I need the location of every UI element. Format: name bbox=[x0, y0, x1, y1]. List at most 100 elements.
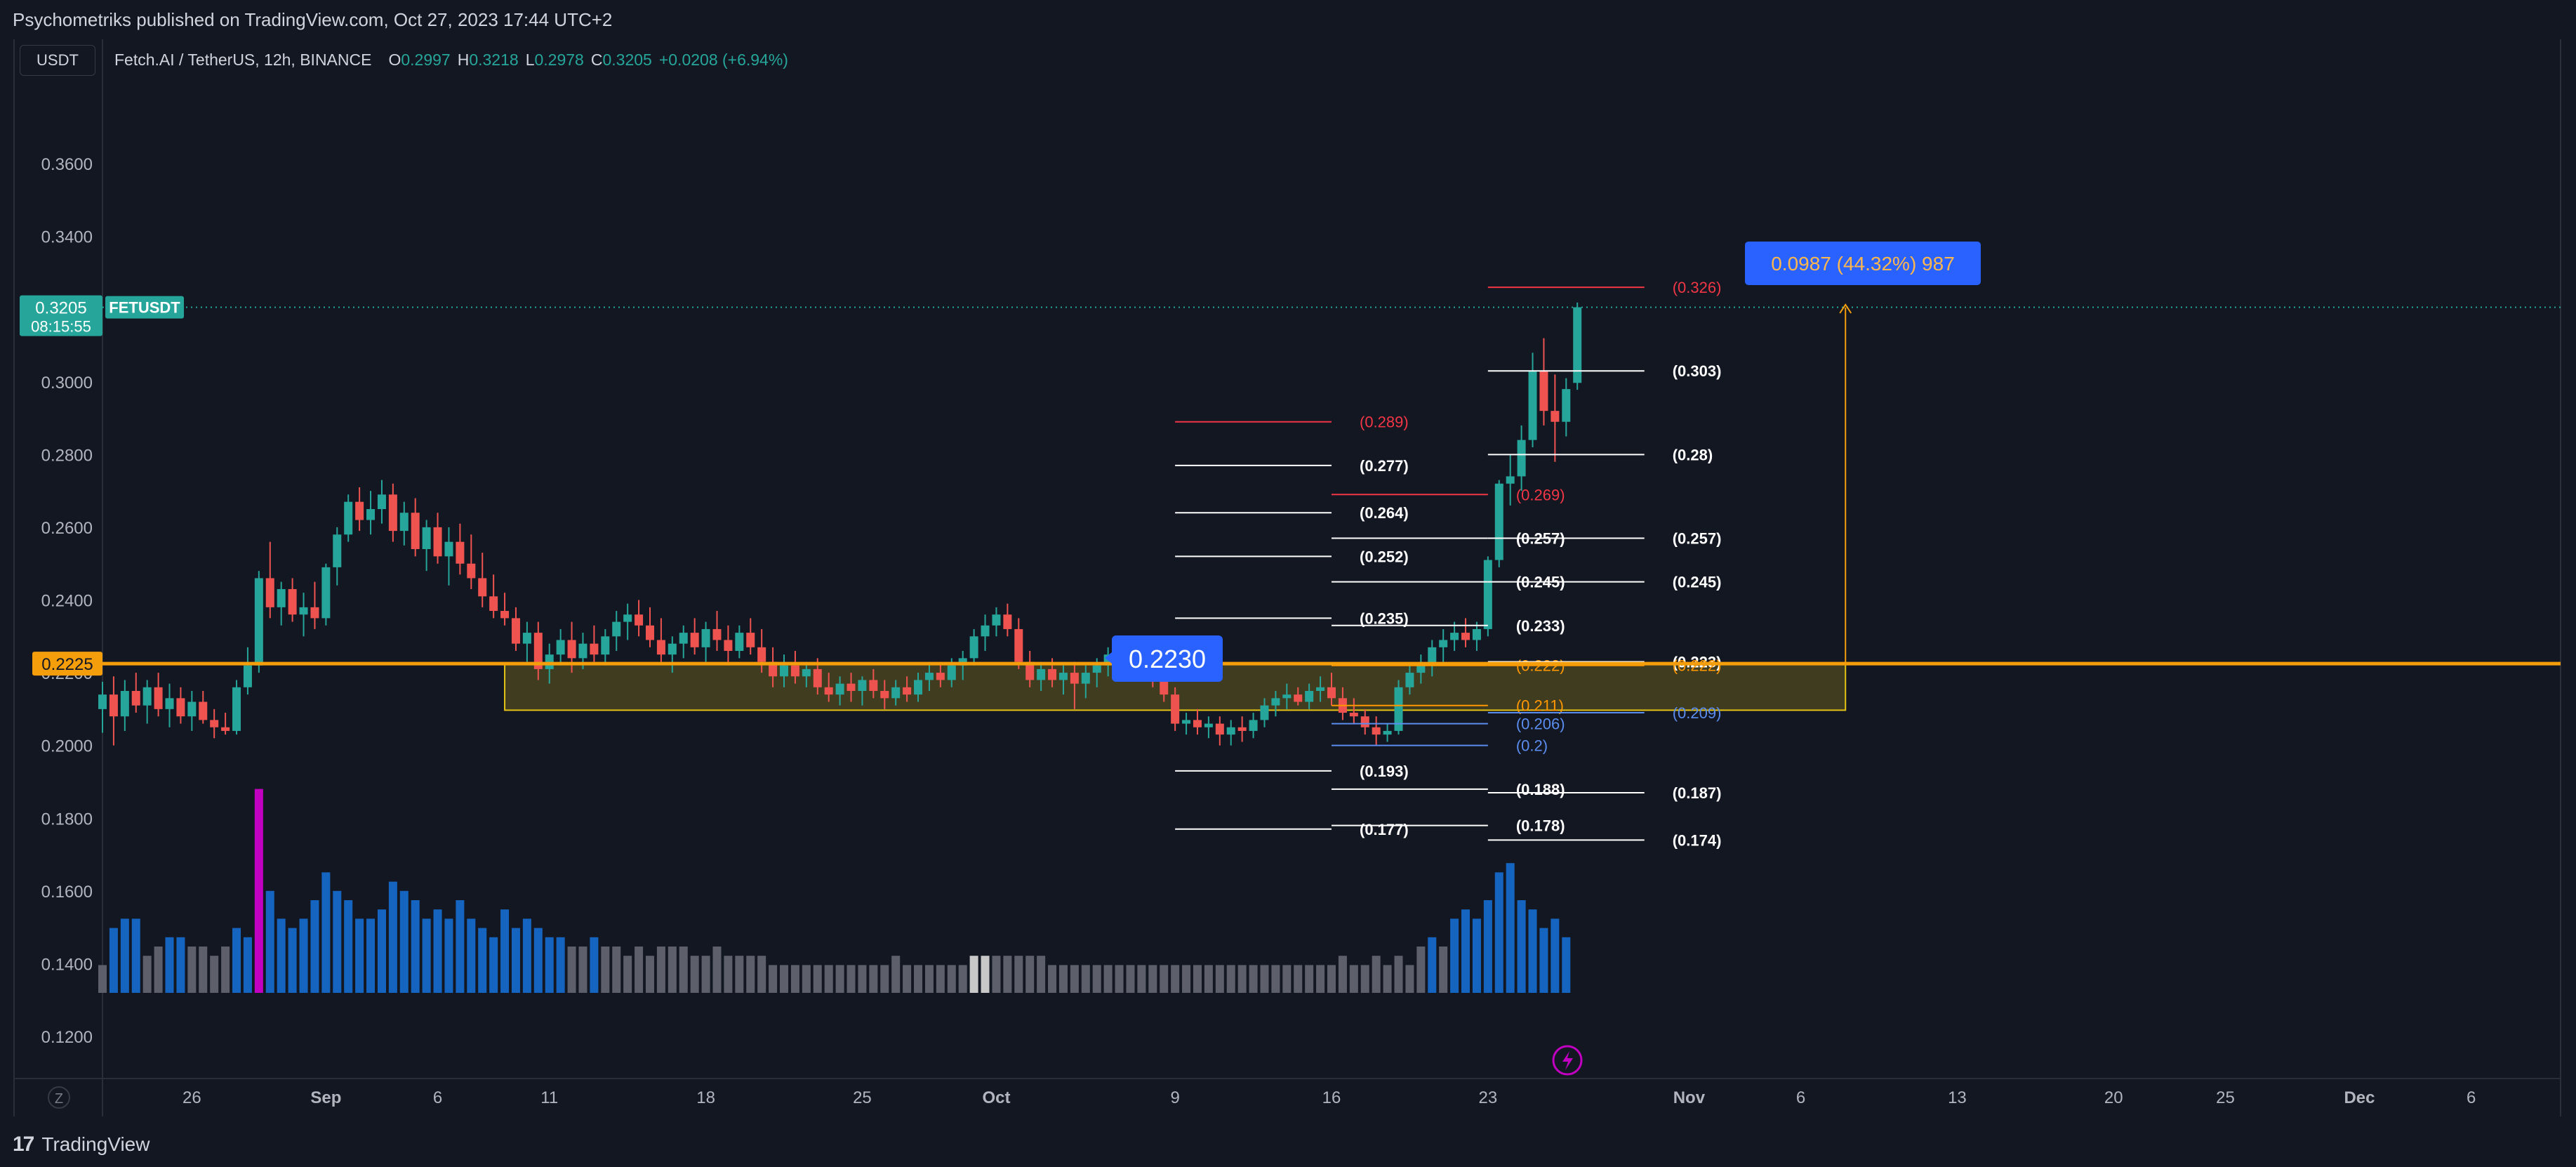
candle bbox=[735, 625, 744, 659]
candle-body bbox=[422, 527, 431, 549]
y-tick-label: 0.1600 bbox=[41, 883, 93, 902]
price-callout bbox=[1112, 635, 1223, 682]
volume-bar bbox=[992, 956, 1001, 993]
candle-body bbox=[254, 578, 263, 666]
volume-bar bbox=[1260, 965, 1269, 993]
candle bbox=[1316, 676, 1325, 702]
volume-bar bbox=[556, 937, 565, 993]
measure-arrowhead bbox=[1839, 303, 1852, 314]
volume-bar bbox=[533, 928, 543, 993]
volume-bar bbox=[880, 965, 889, 993]
volume-bar bbox=[601, 947, 610, 993]
x-tick-label: Dec bbox=[2344, 1088, 2375, 1107]
volume-bar bbox=[1193, 965, 1202, 993]
candle bbox=[1249, 713, 1258, 739]
volume-bar bbox=[254, 789, 263, 993]
volume-bar bbox=[176, 937, 185, 993]
fib-level-label: (0.188) bbox=[1516, 781, 1565, 798]
volume-bar bbox=[712, 947, 722, 993]
fib-level-label: (0.209) bbox=[1673, 704, 1722, 722]
candle-body bbox=[1316, 687, 1325, 691]
candle bbox=[221, 713, 230, 735]
volume-bar bbox=[366, 918, 376, 993]
candle bbox=[1171, 687, 1180, 731]
candle-body bbox=[656, 640, 665, 655]
volume-bar bbox=[1327, 965, 1336, 993]
candle bbox=[355, 487, 364, 532]
candle-body bbox=[265, 578, 274, 607]
symbol-name[interactable]: Fetch.AI / TetherUS, 12h, BINANCE bbox=[114, 51, 372, 69]
y-tick-label: 0.1400 bbox=[41, 955, 93, 974]
candle-body bbox=[1539, 371, 1548, 411]
candle bbox=[344, 494, 353, 542]
candle-body bbox=[1416, 665, 1426, 673]
candle-body bbox=[467, 563, 476, 579]
candle bbox=[1405, 665, 1414, 695]
candle-body bbox=[1428, 647, 1437, 666]
volume-bar bbox=[578, 947, 587, 993]
tradingview-logo[interactable]: 17 TradingView bbox=[13, 1133, 150, 1156]
volume-bar bbox=[265, 890, 274, 993]
candle-body bbox=[556, 640, 565, 655]
candle bbox=[757, 628, 766, 673]
candle-body bbox=[1450, 633, 1459, 640]
candle bbox=[98, 682, 107, 733]
currency-button[interactable]: USDT bbox=[20, 45, 95, 76]
candle-body bbox=[712, 628, 722, 640]
candle-body bbox=[142, 687, 152, 706]
candle-body bbox=[131, 690, 140, 706]
fib-level-label: (0.264) bbox=[1360, 504, 1409, 522]
support-price-tag bbox=[32, 652, 102, 676]
candle bbox=[981, 614, 990, 652]
volume-bar bbox=[1204, 965, 1213, 993]
volume-bar bbox=[612, 947, 621, 993]
volume-bar bbox=[668, 947, 677, 993]
candle bbox=[1394, 680, 1403, 735]
volume-bar bbox=[467, 918, 476, 993]
price-chart[interactable]: 0.36000.34000.32000.30000.28000.26000.24… bbox=[0, 39, 2576, 1122]
volume-bar bbox=[936, 965, 945, 993]
candle-body bbox=[601, 636, 610, 655]
top-bar: Psychometriks published on TradingView.c… bbox=[0, 0, 2576, 39]
fib-level-label: (0.178) bbox=[1516, 817, 1565, 835]
volume-bar bbox=[903, 965, 912, 993]
candle-body bbox=[869, 680, 878, 691]
candle-body bbox=[690, 633, 699, 647]
volume-bar bbox=[623, 956, 632, 993]
volume-bar bbox=[1171, 965, 1180, 993]
candle-body bbox=[176, 698, 185, 717]
x-tick-label: 6 bbox=[1796, 1088, 1805, 1107]
candle-body bbox=[1562, 389, 1571, 422]
candle-body bbox=[299, 607, 308, 615]
volume-bar bbox=[310, 900, 319, 993]
candle-body bbox=[858, 680, 867, 691]
candle-body bbox=[847, 683, 856, 691]
candle-body bbox=[891, 687, 901, 699]
candle bbox=[254, 571, 263, 673]
volume-bar bbox=[1137, 965, 1146, 993]
volume-bar bbox=[1483, 900, 1492, 993]
candle bbox=[1349, 698, 1358, 724]
volume-bar bbox=[567, 947, 576, 993]
volume-bar bbox=[199, 947, 208, 993]
candle-body bbox=[1182, 720, 1191, 724]
volume-bar bbox=[1439, 947, 1448, 993]
candle bbox=[533, 621, 543, 680]
volume-bar bbox=[500, 909, 510, 993]
candle-body bbox=[746, 633, 755, 647]
volume-bar bbox=[1014, 956, 1023, 993]
candle bbox=[1215, 716, 1224, 746]
volume-bar bbox=[411, 900, 420, 993]
candle-body bbox=[109, 694, 118, 717]
x-tick-label: 18 bbox=[696, 1088, 715, 1107]
candle bbox=[1517, 425, 1526, 492]
candle-body bbox=[1383, 730, 1392, 735]
x-tick-label: 23 bbox=[1479, 1088, 1498, 1107]
y-tick-label: 0.3000 bbox=[41, 374, 93, 393]
candle bbox=[869, 668, 878, 699]
volume-bar bbox=[1003, 956, 1012, 993]
candle bbox=[635, 600, 644, 637]
candle-body bbox=[154, 687, 163, 709]
candle-body bbox=[958, 658, 967, 666]
volume-bar bbox=[1271, 965, 1280, 993]
